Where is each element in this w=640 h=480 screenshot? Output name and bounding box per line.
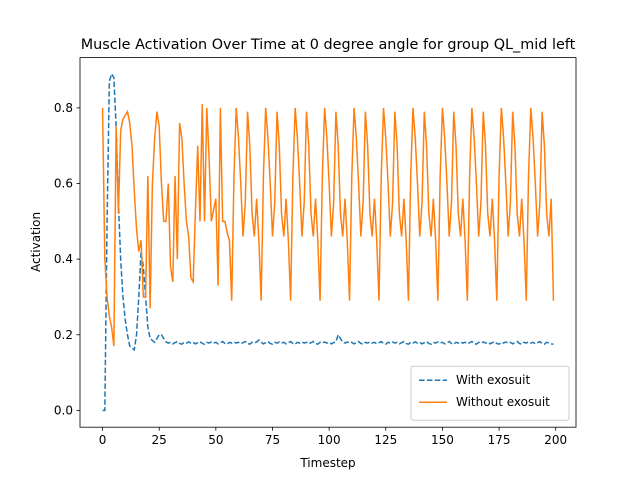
plot-frame xyxy=(79,57,577,428)
x-axis-label: Timestep xyxy=(299,456,355,470)
x-tick-label: 50 xyxy=(208,433,223,447)
legend-box xyxy=(410,365,570,421)
x-tick-label: 175 xyxy=(488,433,511,447)
chart-title: Muscle Activation Over Time at 0 degree … xyxy=(81,37,576,53)
y-tick-label: 0.6 xyxy=(54,177,73,191)
series-line xyxy=(102,72,554,412)
x-tick-label: 25 xyxy=(152,433,167,447)
y-tick-label: 0.4 xyxy=(54,252,73,266)
y-tick-label: 0.8 xyxy=(54,101,73,115)
legend-label: Without exosuit xyxy=(456,395,550,409)
legend-label: With exosuit xyxy=(456,373,530,387)
x-tick-label: 75 xyxy=(265,433,280,447)
x-tick-label: 200 xyxy=(544,433,567,447)
y-axis-label: Activation xyxy=(29,212,43,272)
x-tick-label: 100 xyxy=(318,433,341,447)
x-tick-label: 125 xyxy=(374,433,397,447)
y-tick-label: 0.0 xyxy=(54,403,73,417)
y-tick-label: 0.2 xyxy=(54,328,73,342)
x-tick-label: 0 xyxy=(99,433,107,447)
series-line xyxy=(101,104,555,347)
x-tick-label: 150 xyxy=(431,433,454,447)
